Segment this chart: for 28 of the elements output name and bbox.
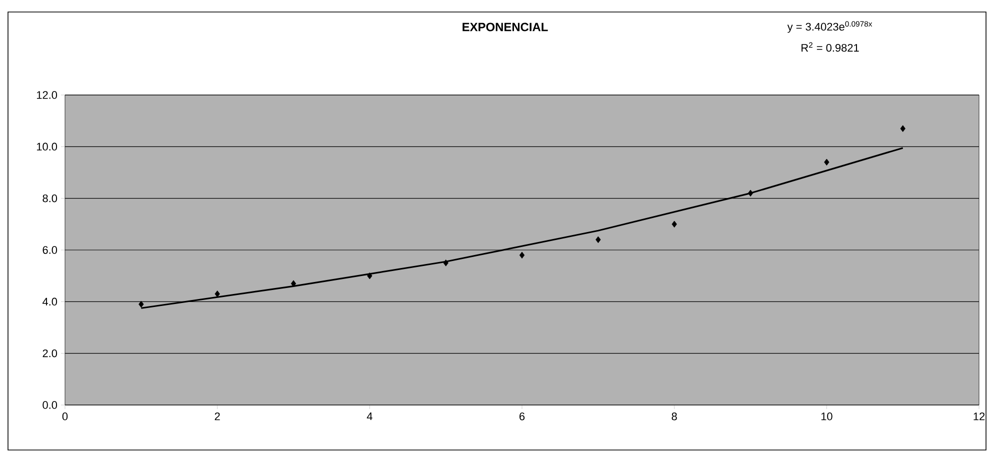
point [672, 220, 677, 228]
x-tick-label: 4 [366, 412, 372, 420]
chart-title: EXPONENCIAL [462, 22, 548, 32]
point [214, 290, 220, 298]
point [138, 300, 144, 308]
point [367, 272, 372, 280]
y-tick-label: 12.0 [36, 91, 58, 99]
point [824, 158, 830, 166]
y-tick-label: 0.0 [42, 401, 58, 409]
y-tick-label: 4.0 [42, 298, 58, 306]
y-tick-label: 10.0 [36, 142, 58, 151]
y-tick-label: 2.0 [42, 349, 58, 358]
point [900, 125, 906, 132]
x-tick-label: 2 [214, 412, 220, 420]
line-series [140, 147, 904, 309]
point [443, 260, 448, 266]
y-tick-label: 6.0 [42, 246, 58, 254]
text: R$^{2}$ = 0.9821 [802, 42, 859, 52]
x-tick-label: 6 [520, 412, 525, 420]
point [519, 252, 525, 259]
y-tick-label: 8.0 [42, 194, 58, 202]
point [596, 236, 601, 244]
text: y = 3.4023e$^{0.0978x}$ [787, 21, 872, 33]
x-tick-label: 10 [821, 412, 832, 420]
point [748, 190, 754, 197]
x-tick-label: 0 [62, 412, 68, 420]
x-tick-label: 12 [974, 412, 985, 420]
x-tick-label: 8 [672, 412, 677, 420]
